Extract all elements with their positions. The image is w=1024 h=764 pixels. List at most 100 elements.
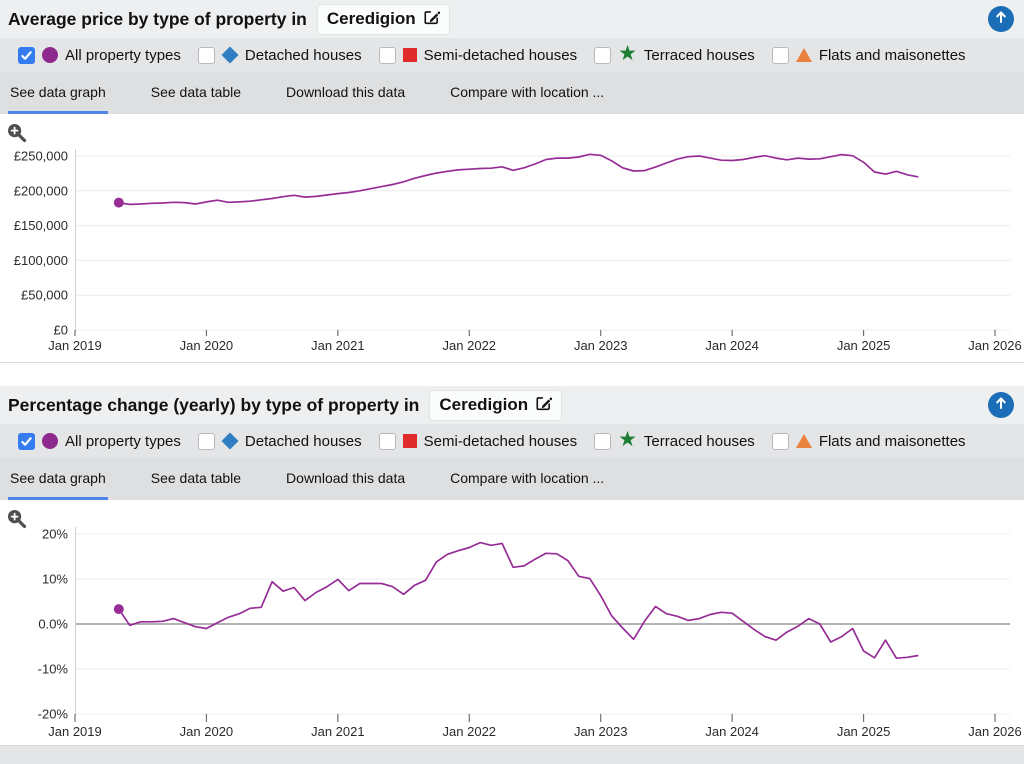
tab-compare-with-location[interactable]: Compare with location ...	[450, 83, 605, 100]
svg-text:£250,000: £250,000	[14, 149, 68, 164]
svg-text:Jan 2022: Jan 2022	[443, 338, 497, 353]
y-axis-labels: 20% 10% 0.0% -10% -20%	[38, 527, 69, 722]
legend-label: Semi-detached houses	[423, 46, 578, 64]
triangle-marker-icon	[795, 48, 812, 62]
percentage-change-title-text: Percentage change (yearly) by type of pr…	[8, 394, 420, 415]
y-axis-labels: £250,000 £200,000 £150,000 £100,000 £50,000 £…	[14, 149, 68, 338]
svg-text:£0: £0	[54, 323, 68, 338]
series-start-point	[113, 197, 124, 208]
svg-text:20%: 20%	[42, 527, 68, 542]
location-button[interactable]: Ceredigion	[429, 389, 563, 421]
series-start-point	[113, 604, 124, 615]
percentage-change-title: Percentage change (yearly) by type of pr…	[8, 389, 563, 421]
legend-item-semi-detached-houses[interactable]: Semi-detached houses	[378, 432, 578, 450]
tab-see-data-graph[interactable]: See data graph	[8, 458, 108, 500]
tab-download-this-data[interactable]: Download this data	[286, 83, 406, 100]
legend-item-all-property-types[interactable]: All property types	[18, 46, 181, 64]
circle-marker-icon	[42, 433, 58, 449]
average-price-chart: £250,000 £200,000 £150,000 £100,000 £50,000 £…	[14, 149, 1022, 354]
legend-row: All property types Detached houses Semi-de…	[0, 38, 1024, 72]
triangle-marker-icon	[795, 434, 812, 448]
legend-item-detached-houses[interactable]: Detached houses	[197, 432, 362, 450]
svg-text:Jan 2019: Jan 2019	[48, 724, 102, 739]
legend-item-terraced-houses[interactable]: ★ Terraced houses	[594, 427, 755, 451]
average-price-title-row: Average price by type of property in Cer…	[0, 0, 1024, 38]
legend-item-terraced-houses[interactable]: ★ Terraced houses	[594, 41, 755, 65]
legend-label: Flats and maisonettes	[818, 46, 966, 64]
svg-text:£100,000: £100,000	[14, 253, 68, 268]
x-axis: Jan 2019 Jan 2020 Jan 2021 Jan 2022 Jan 2023…	[48, 714, 1022, 739]
legend-item-flats-and-maisonettes[interactable]: Flats and maisonettes	[771, 432, 966, 450]
tab-see-data-table[interactable]: See data table	[150, 83, 242, 100]
average-price-title: Average price by type of property in Cer…	[8, 3, 450, 35]
svg-text:Jan 2026: Jan 2026	[968, 338, 1022, 353]
square-marker-icon	[402, 48, 417, 62]
series-line-all-property-types	[118, 153, 919, 206]
legend-label: Terraced houses	[643, 46, 755, 64]
svg-text:£200,000: £200,000	[14, 183, 68, 198]
series-line-all-property-types	[118, 541, 919, 660]
checkbox[interactable]	[378, 46, 396, 64]
average-price-section: Average price by type of property in Cer…	[0, 0, 1024, 363]
legend-label: Detached houses	[244, 432, 362, 450]
tab-see-data-table[interactable]: See data table	[150, 469, 242, 486]
checkbox[interactable]	[594, 432, 612, 450]
checkbox[interactable]	[197, 46, 215, 64]
svg-text:Jan 2024: Jan 2024	[705, 724, 759, 739]
up-arrow-icon	[993, 395, 1009, 416]
percentage-change-section: Percentage change (yearly) by type of pr…	[0, 386, 1024, 746]
svg-text:Jan 2021: Jan 2021	[311, 724, 365, 739]
legend-item-all-property-types[interactable]: All property types	[18, 432, 181, 450]
checkbox[interactable]	[771, 432, 789, 450]
x-axis: Jan 2019 Jan 2020 Jan 2021 Jan 2022 Jan 2023…	[48, 330, 1022, 353]
percentage-change-title-row: Percentage change (yearly) by type of pr…	[0, 386, 1024, 424]
svg-text:Jan 2024: Jan 2024	[705, 338, 759, 353]
legend-item-semi-detached-houses[interactable]: Semi-detached houses	[378, 46, 578, 64]
checkbox[interactable]	[771, 46, 789, 64]
location-button[interactable]: Ceredigion	[316, 3, 450, 35]
svg-text:£50,000: £50,000	[21, 288, 68, 303]
svg-text:Jan 2019: Jan 2019	[48, 338, 102, 353]
svg-text:Jan 2020: Jan 2020	[180, 724, 234, 739]
average-price-title-text: Average price by type of property in	[8, 8, 307, 29]
svg-text:0.0%: 0.0%	[38, 617, 68, 632]
square-marker-icon	[402, 434, 417, 448]
svg-text:Jan 2025: Jan 2025	[837, 338, 891, 353]
svg-text:10%: 10%	[42, 572, 68, 587]
legend-label: All property types	[65, 432, 181, 450]
svg-text:-20%: -20%	[38, 707, 69, 722]
checkbox[interactable]	[18, 432, 35, 450]
legend-label: All property types	[65, 46, 181, 64]
svg-text:£150,000: £150,000	[14, 218, 68, 233]
back-to-top-button[interactable]	[988, 392, 1014, 418]
legend-item-flats-and-maisonettes[interactable]: Flats and maisonettes	[771, 46, 966, 64]
legend-label: Semi-detached houses	[423, 432, 578, 450]
price-chart-card: £250,000 £200,000 £150,000 £100,000 £50,000 £…	[0, 114, 1024, 363]
gridlines	[75, 155, 1010, 331]
edit-icon	[423, 8, 440, 30]
svg-text:Jan 2022: Jan 2022	[443, 724, 497, 739]
checkbox[interactable]	[378, 432, 396, 450]
page-bottom-strip	[0, 746, 1024, 764]
checkbox[interactable]	[18, 46, 35, 64]
star-marker-icon: ★	[618, 41, 637, 65]
legend-label: Detached houses	[244, 46, 362, 64]
back-to-top-button[interactable]	[988, 6, 1014, 32]
checkbox[interactable]	[197, 432, 215, 450]
svg-text:Jan 2020: Jan 2020	[180, 338, 234, 353]
tabs-row: See data graph See data table Download thi…	[0, 72, 1024, 114]
svg-text:-10%: -10%	[38, 662, 69, 677]
percentage-chart-card: 20% 10% 0.0% -10% -20% Jan 2019 Jan 2020 Jan 20…	[0, 500, 1024, 746]
checkbox[interactable]	[594, 46, 612, 64]
percentage-change-chart: 20% 10% 0.0% -10% -20% Jan 2019 Jan 2020 Jan 20…	[38, 527, 1022, 740]
zoom-in-icon[interactable]	[6, 508, 28, 530]
tab-see-data-graph[interactable]: See data graph	[8, 72, 108, 114]
tab-compare-with-location[interactable]: Compare with location ...	[450, 469, 605, 486]
tab-download-this-data[interactable]: Download this data	[286, 469, 406, 486]
star-marker-icon: ★	[618, 427, 637, 451]
svg-text:Jan 2023: Jan 2023	[574, 338, 628, 353]
legend-item-detached-houses[interactable]: Detached houses	[197, 46, 362, 64]
up-arrow-icon	[993, 9, 1009, 30]
svg-text:Jan 2021: Jan 2021	[311, 338, 365, 353]
zoom-in-icon[interactable]	[6, 122, 28, 144]
